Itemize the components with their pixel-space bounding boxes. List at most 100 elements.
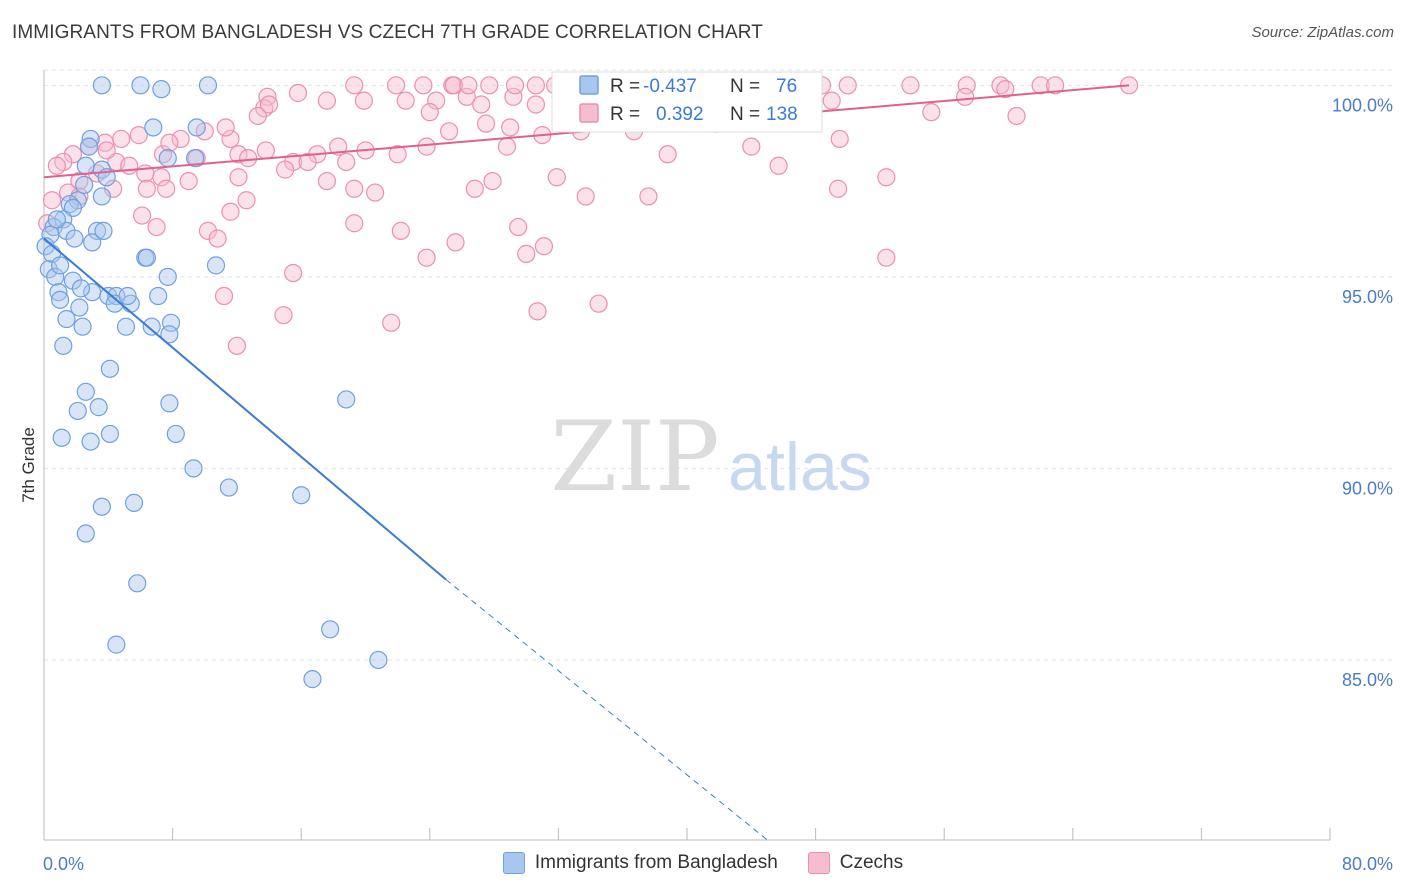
czechs-point xyxy=(534,237,554,256)
czechs-point xyxy=(391,221,410,240)
bangladesh-point xyxy=(49,283,68,302)
czechs-point xyxy=(248,106,267,126)
czechs-point xyxy=(288,83,308,103)
bangladesh-point xyxy=(184,459,203,478)
czechs-point xyxy=(1031,76,1050,95)
bangladesh-point xyxy=(71,279,91,298)
czechs-point xyxy=(259,95,279,114)
czechs-point xyxy=(396,91,415,110)
bangladesh-point xyxy=(131,76,150,95)
bangladesh-point xyxy=(206,256,226,275)
czechs-point xyxy=(509,217,528,237)
legend-label-bangladesh: Immigrants from Bangladesh xyxy=(534,852,778,873)
bangladesh-point xyxy=(65,229,84,248)
bangladesh-point xyxy=(137,248,156,267)
czechs-point xyxy=(417,137,436,156)
bangladesh-trend-extension xyxy=(445,579,768,841)
czechs-point xyxy=(171,129,190,149)
legend-swatch-blue xyxy=(579,75,599,95)
bangladesh-point xyxy=(47,210,66,229)
bangladesh-point xyxy=(161,313,181,332)
bangladesh-point xyxy=(124,493,144,512)
bangladesh-point xyxy=(292,486,311,505)
bangladesh-point xyxy=(83,233,102,252)
legend-label-czechs: Czechs xyxy=(839,852,904,873)
czechs-point xyxy=(446,233,465,252)
bangladesh-point xyxy=(158,267,177,286)
czechs-point xyxy=(457,87,476,106)
chart-title: IMMIGRANTS FROM BANGLADESH VS CZECH 7TH … xyxy=(12,22,763,43)
czechs-point xyxy=(922,103,941,122)
czechs-point xyxy=(480,76,499,95)
bangladesh-point xyxy=(107,635,126,654)
czechs-point xyxy=(417,248,436,267)
bangladesh-point xyxy=(68,401,87,421)
bangladesh-point xyxy=(76,156,95,175)
bangladesh-point xyxy=(187,118,206,137)
czechs-point xyxy=(589,294,608,313)
legend-item-czechs[interactable]: Czechs xyxy=(807,852,904,874)
y-tick-label: 95.0% xyxy=(1342,287,1393,307)
czechs-point xyxy=(382,313,401,332)
watermark-atlas: atlas xyxy=(728,429,872,505)
czechs-point xyxy=(504,87,523,106)
bangladesh-point xyxy=(118,286,137,306)
czechs-point xyxy=(427,91,446,110)
czechs-point xyxy=(160,133,179,152)
x-tick-label: 80.0% xyxy=(1342,854,1393,874)
czechs-point xyxy=(830,129,849,149)
y-tick-label: 90.0% xyxy=(1342,478,1393,498)
czechs-point xyxy=(274,306,293,325)
bangladesh-point xyxy=(92,187,111,206)
czechs-point xyxy=(227,336,246,355)
bangladesh-points xyxy=(36,76,388,689)
bangladesh-point xyxy=(321,620,340,639)
bangladesh-point xyxy=(116,317,136,336)
czechs-point xyxy=(742,137,761,156)
bangladesh-point xyxy=(52,428,71,447)
bangladesh-point xyxy=(186,149,205,168)
bangladesh-point xyxy=(142,317,161,336)
czechs-point xyxy=(317,171,337,191)
czechs-point xyxy=(414,76,433,95)
bangladesh-point xyxy=(152,80,171,99)
czechs-point xyxy=(276,160,295,179)
bangladesh-point xyxy=(149,286,168,306)
bangladesh-point xyxy=(50,290,70,309)
czechs-point xyxy=(439,122,459,141)
czechs-point xyxy=(505,76,525,95)
bangladesh-point xyxy=(76,524,95,543)
bangladesh-trend-line xyxy=(43,237,447,581)
czechs-point xyxy=(317,91,337,110)
czechs-point xyxy=(216,118,235,137)
watermark-zip: ZIP xyxy=(550,401,719,513)
czechs-point xyxy=(838,76,857,95)
czechs-point xyxy=(472,95,491,114)
czechs-point xyxy=(1046,76,1065,95)
czechs-point xyxy=(639,187,658,206)
y-axis-label: 7th Grade xyxy=(19,427,38,503)
x-tick-label: 0.0% xyxy=(43,854,84,874)
czechs-point xyxy=(366,183,385,202)
czechs-point xyxy=(198,221,218,240)
y-tick-label: 85.0% xyxy=(1342,670,1393,690)
legend-item-bangladesh[interactable]: Immigrants from Bangladesh xyxy=(502,852,778,874)
bangladesh-point xyxy=(50,256,70,275)
czechs-point xyxy=(298,152,317,172)
bangladesh-point xyxy=(81,129,100,149)
czechs-point xyxy=(152,168,171,187)
czechs-point xyxy=(63,145,83,164)
bangladesh-point xyxy=(303,670,322,689)
bangladesh-point xyxy=(337,390,356,409)
czechs-point xyxy=(42,191,62,210)
bangladesh-point xyxy=(219,478,238,497)
czechs-point xyxy=(957,76,976,95)
czechs-point xyxy=(459,76,478,95)
bangladesh-point xyxy=(160,394,179,413)
correlation-legend: R = -0.437 N = 76 R = 0.392 N = 138 xyxy=(551,71,823,133)
czechs-point xyxy=(179,171,198,191)
czechs-point xyxy=(1007,106,1026,126)
bangladesh-point xyxy=(54,210,73,229)
series-legend: Immigrants from Bangladesh Czechs xyxy=(0,852,1406,874)
